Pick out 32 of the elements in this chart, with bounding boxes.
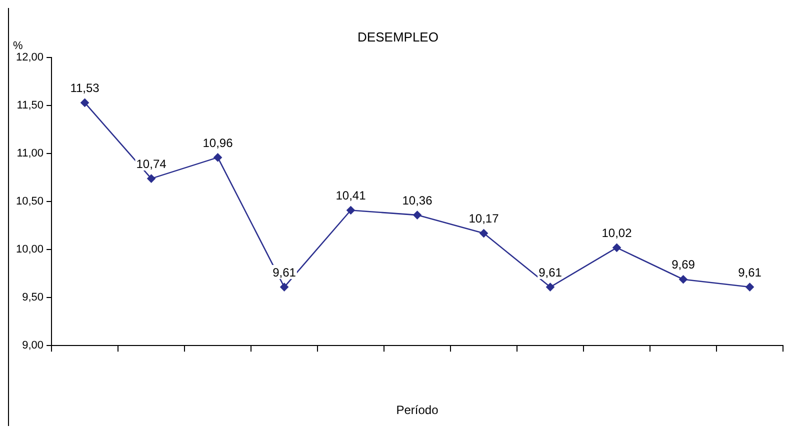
data-label: 9,61 xyxy=(272,265,296,280)
data-label: 11,53 xyxy=(70,81,100,96)
y-axis-title: % xyxy=(13,40,23,52)
data-label: 9,69 xyxy=(672,258,696,272)
point xyxy=(612,244,621,252)
point xyxy=(80,98,89,107)
y-tick-label: 11,00 xyxy=(16,148,44,160)
chart-title: DESEMPLEO xyxy=(358,29,438,44)
point xyxy=(546,282,554,292)
data-label: 10,74 xyxy=(136,156,167,171)
y-tick-label: 9,50 xyxy=(22,292,44,304)
y-tick-label: 9,00 xyxy=(22,340,44,352)
point xyxy=(480,229,488,238)
point xyxy=(679,275,688,284)
data-label: 10,96 xyxy=(202,136,234,150)
x-axis-title: Período xyxy=(396,403,439,418)
data-label: 9,61 xyxy=(538,265,562,280)
point xyxy=(346,206,355,214)
data-label: 10,17 xyxy=(468,212,500,226)
y-tick-label: 11,50 xyxy=(16,100,44,112)
point xyxy=(280,282,288,292)
point xyxy=(214,153,222,162)
y-tick-label: 12,00 xyxy=(16,52,44,64)
data-label: 9,61 xyxy=(738,265,762,280)
data-label: 10,41 xyxy=(336,188,366,203)
point xyxy=(746,282,754,292)
data-label: 10,02 xyxy=(602,226,632,240)
data-label: 10,36 xyxy=(402,193,433,208)
point xyxy=(147,174,156,183)
y-tick-label: 10,50 xyxy=(16,196,44,208)
point xyxy=(413,210,422,220)
y-tick-label: 10,00 xyxy=(16,244,44,256)
